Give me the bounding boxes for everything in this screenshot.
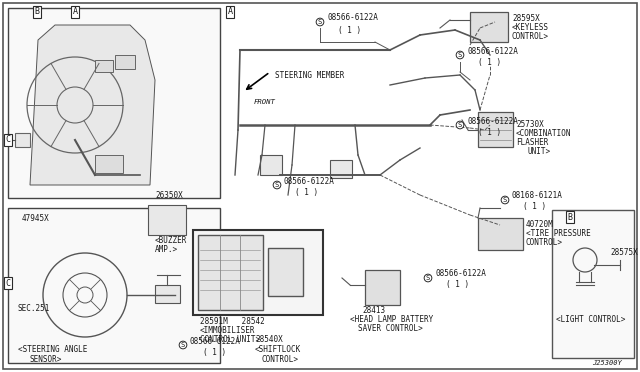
Text: SEC.251: SEC.251 xyxy=(18,304,51,313)
Text: <HEAD LAMP BATTERY: <HEAD LAMP BATTERY xyxy=(350,315,433,324)
Text: J25300Y: J25300Y xyxy=(592,360,622,366)
Text: 28575X: 28575X xyxy=(610,248,637,257)
Bar xyxy=(268,248,303,296)
Text: S: S xyxy=(458,122,462,128)
Text: UNIT>: UNIT> xyxy=(527,147,550,156)
Bar xyxy=(155,285,180,303)
Text: ( 1 ): ( 1 ) xyxy=(446,280,469,289)
Text: CONTROL>: CONTROL> xyxy=(262,356,299,365)
Text: ( 1 ): ( 1 ) xyxy=(295,189,318,198)
Text: <LIGHT CONTROL>: <LIGHT CONTROL> xyxy=(556,315,625,324)
Text: S: S xyxy=(426,275,430,281)
Text: 26350X: 26350X xyxy=(155,191,183,200)
Text: FLASHER: FLASHER xyxy=(516,138,548,147)
Text: ( 1 ): ( 1 ) xyxy=(523,202,546,212)
Text: B: B xyxy=(35,7,40,16)
Text: 40720M: 40720M xyxy=(526,220,554,229)
Text: CONTROL>: CONTROL> xyxy=(526,238,563,247)
Text: 28413: 28413 xyxy=(362,306,385,315)
Text: <TIRE PRESSURE: <TIRE PRESSURE xyxy=(526,229,591,238)
Bar xyxy=(552,210,634,358)
Text: S: S xyxy=(503,197,507,203)
Text: 28595X: 28595X xyxy=(512,14,540,23)
Bar xyxy=(15,133,30,147)
Bar xyxy=(8,8,220,198)
Text: <IMMOBILISER: <IMMOBILISER xyxy=(200,326,255,335)
Text: AMP.>: AMP.> xyxy=(155,245,178,254)
Text: B: B xyxy=(568,212,573,221)
Text: SAVER CONTROL>: SAVER CONTROL> xyxy=(358,324,423,333)
Bar xyxy=(478,218,523,250)
Text: <COMBINATION: <COMBINATION xyxy=(516,129,572,138)
Text: ( 1 ): ( 1 ) xyxy=(338,26,361,35)
Text: A: A xyxy=(72,7,77,16)
Text: CONTROL>: CONTROL> xyxy=(512,32,549,41)
Text: ( 1 ): ( 1 ) xyxy=(203,347,226,356)
Bar xyxy=(470,12,508,42)
Text: <KEYLESS: <KEYLESS xyxy=(512,23,549,32)
Text: <SHIFTLOCK: <SHIFTLOCK xyxy=(255,346,301,355)
Text: ( 1 ): ( 1 ) xyxy=(478,58,501,67)
Text: 08566-6122A: 08566-6122A xyxy=(190,337,241,346)
Polygon shape xyxy=(30,25,155,185)
Bar xyxy=(365,270,400,305)
Bar xyxy=(193,230,323,315)
Text: SENSOR>: SENSOR> xyxy=(30,355,62,364)
Text: 28540X: 28540X xyxy=(255,336,283,344)
Text: FRONT: FRONT xyxy=(254,99,276,105)
Text: <STEERING ANGLE: <STEERING ANGLE xyxy=(18,345,88,354)
Text: 25730X: 25730X xyxy=(516,120,544,129)
Bar xyxy=(95,155,123,173)
Bar xyxy=(148,205,186,235)
Text: 08566-6122A: 08566-6122A xyxy=(435,269,486,279)
Bar xyxy=(115,55,135,69)
Text: C: C xyxy=(6,279,10,288)
Bar xyxy=(330,160,352,178)
Text: 08566-6122A: 08566-6122A xyxy=(467,46,518,55)
Text: 28591M   28542: 28591M 28542 xyxy=(200,317,265,326)
Text: 08168-6121A: 08168-6121A xyxy=(512,192,563,201)
Text: S: S xyxy=(318,19,322,25)
Text: ( 1 ): ( 1 ) xyxy=(478,128,501,137)
Bar xyxy=(260,155,282,175)
Bar xyxy=(198,235,263,310)
Text: S: S xyxy=(181,342,185,348)
Text: CONTROL UNIT>: CONTROL UNIT> xyxy=(200,335,260,344)
Text: 47945X: 47945X xyxy=(22,214,50,223)
Text: <BUZZER: <BUZZER xyxy=(155,236,188,245)
Bar xyxy=(95,60,113,72)
Text: S: S xyxy=(458,52,462,58)
Text: C: C xyxy=(6,135,10,144)
Text: 08566-6122A: 08566-6122A xyxy=(284,176,335,186)
Bar xyxy=(8,208,220,363)
Text: A: A xyxy=(227,7,232,16)
Bar xyxy=(478,112,513,147)
Text: 08566-6122A: 08566-6122A xyxy=(467,116,518,125)
Text: STEERING MEMBER: STEERING MEMBER xyxy=(275,71,344,80)
Text: S: S xyxy=(275,182,279,188)
Text: 08566-6122A: 08566-6122A xyxy=(327,13,378,22)
